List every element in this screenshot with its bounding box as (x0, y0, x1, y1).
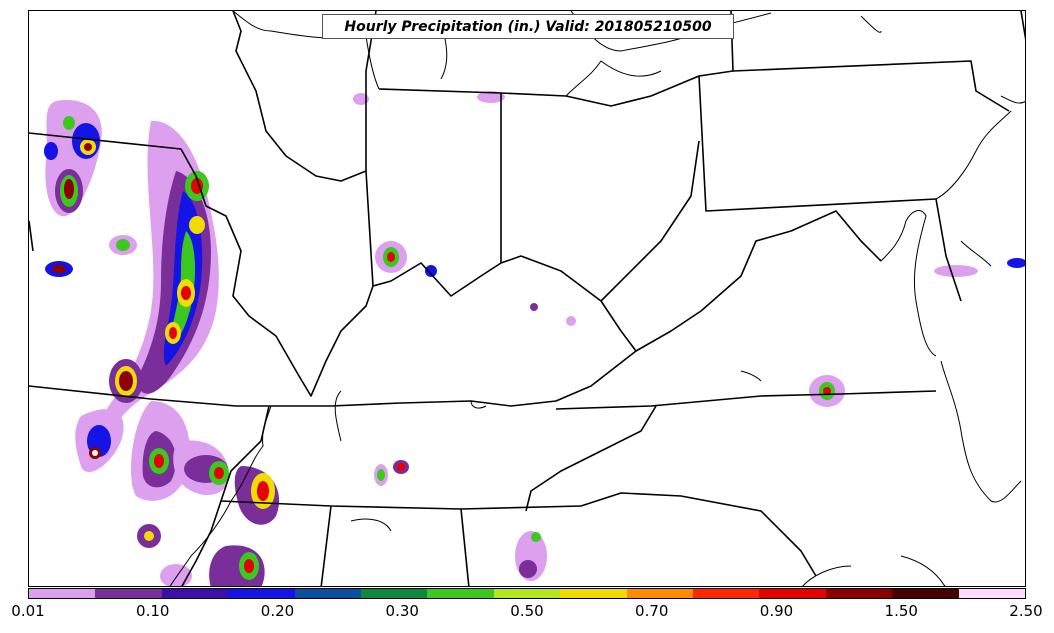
colorbar-tick-label: 0.90 (759, 602, 794, 620)
colorbar-swatch (427, 589, 494, 598)
colorbar-tick-label: 1.50 (884, 602, 918, 620)
colorbar-labels: 0.01 0.10 0.20 0.30 0.50 0.70 0.90 1.50 2.50 (0, 602, 1054, 626)
colorbar-swatch (759, 589, 826, 598)
colorbar-swatch (95, 589, 162, 598)
state-boundaries (29, 11, 1025, 586)
colorbar-swatch (626, 589, 694, 598)
colorbar (28, 588, 1026, 599)
colorbar-tick-label: 0.20 (260, 602, 295, 620)
precip-map (29, 11, 1025, 586)
colorbar-swatch (361, 589, 428, 598)
colorbar-swatch (493, 589, 561, 598)
colorbar-tick-label: 0.30 (385, 602, 419, 620)
colorbar-tick-label: 0.10 (136, 602, 170, 620)
colorbar-tick-label: 2.50 (1009, 602, 1043, 620)
map-frame (28, 10, 1026, 587)
colorbar-swatch (29, 589, 96, 598)
map-title: Hourly Precipitation (in.) Valid: 201805… (322, 14, 734, 39)
precip-areas (44, 91, 1025, 586)
colorbar-swatch (825, 589, 893, 598)
colorbar-tick-label: 0.50 (510, 602, 544, 620)
colorbar-swatch (294, 589, 362, 598)
colorbar-tick-label: 0.70 (635, 602, 669, 620)
colorbar-swatch (228, 589, 295, 598)
colorbar-swatch (892, 589, 959, 598)
colorbar-swatch (560, 589, 627, 598)
colorbar-swatch (161, 589, 229, 598)
colorbar-swatch (958, 589, 1026, 598)
colorbar-swatch (693, 589, 760, 598)
colorbar-tick-label: 0.01 (11, 602, 45, 620)
